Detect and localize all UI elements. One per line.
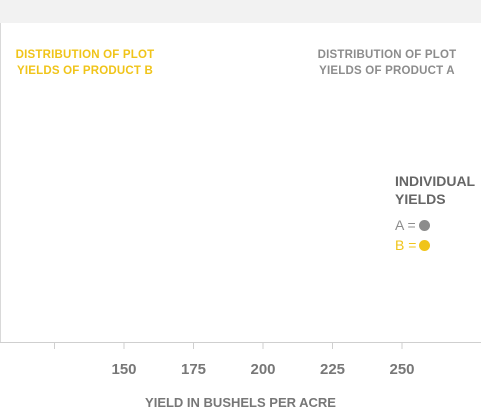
legend-label-b: B = [395, 237, 417, 253]
distribution-b-label: DISTRIBUTION OF PLOT YIELDS OF PRODUCT B [15, 49, 155, 77]
legend-entry-b: B = [395, 236, 431, 254]
plot-area [0, 23, 481, 343]
distribution-a-label: DISTRIBUTION OF PLOT YIELDS OF PRODUCT A [317, 49, 457, 77]
top-band [0, 0, 481, 23]
legend-label-a: A = [395, 217, 416, 233]
legend-dot-a [418, 219, 430, 231]
legend-entry-a: A = [395, 216, 430, 234]
x-tick-label-175: 175 [181, 361, 206, 378]
x-tick-label-225: 225 [320, 361, 345, 378]
x-tick-label-200: 200 [250, 361, 275, 378]
legend-dot-b [419, 239, 431, 251]
x-tick-label-250: 250 [389, 361, 414, 378]
x-axis-title: YIELD IN BUSHELS PER ACRE [145, 395, 336, 410]
x-axis-line [0, 342, 481, 343]
x-tick-label-150: 150 [111, 361, 136, 378]
legend-title: INDIVIDUAL YIELDS [395, 173, 475, 207]
